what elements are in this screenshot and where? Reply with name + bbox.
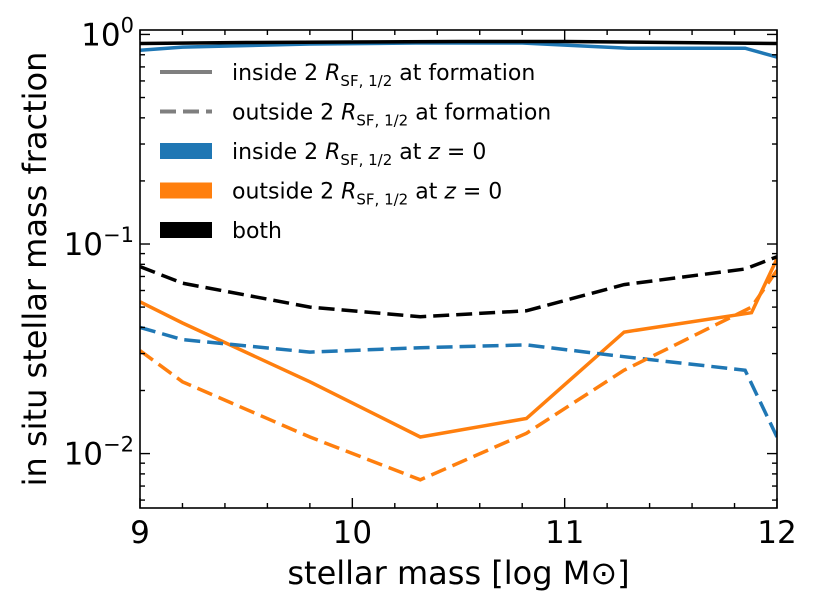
legend-entry: both: [160, 219, 282, 244]
series-layer: [140, 39, 777, 482]
legend: inside 2 RSF, 1/2 at formation outside 2 …: [160, 61, 551, 244]
ticks-layer: 9 10 11 12 100 10−1 10−2: [64, 13, 797, 551]
y-tick-label: 10−2: [64, 433, 134, 473]
legend-swatch: [160, 222, 212, 238]
legend-label: inside 2 RSF, 1/2 at formation: [232, 61, 535, 90]
x-axis-label: stellar mass [log M⊙]: [287, 554, 629, 592]
series-line-2: [140, 39, 777, 46]
series-line-1: [140, 41, 777, 59]
series-line-3: [140, 258, 777, 439]
series-line-4: [140, 255, 777, 319]
legend-label: outside 2 RSF, 1/2 at formation: [232, 101, 551, 130]
x-tick-label: 12: [757, 515, 796, 551]
y-tick-label: 10−1: [64, 223, 134, 263]
x-tick-label: 11: [545, 515, 584, 551]
legend-entry: outside 2 RSF, 1/2 at formation: [160, 101, 551, 130]
legend-label: outside 2 RSF, 1/2 at z = 0: [232, 180, 502, 209]
x-tick-label: 10: [333, 515, 372, 551]
legend-label: both: [232, 219, 282, 244]
legend-label: inside 2 RSF, 1/2 at z = 0: [232, 140, 486, 169]
legend-entry: inside 2 RSF, 1/2 at z = 0: [160, 140, 486, 169]
plot-frame: [139, 29, 778, 509]
y-axis-label: in situ stellar mass fraction: [16, 52, 54, 487]
series-line-6: [140, 269, 777, 482]
legend-swatch: [160, 182, 212, 199]
legend-entry: inside 2 RSF, 1/2 at formation: [160, 61, 535, 90]
legend-entry: outside 2 RSF, 1/2 at z = 0: [160, 180, 502, 209]
series-line-5: [140, 325, 777, 438]
y-tick-label: 100: [81, 13, 134, 53]
legend-swatch: [160, 143, 212, 159]
x-tick-label: 9: [130, 515, 150, 551]
